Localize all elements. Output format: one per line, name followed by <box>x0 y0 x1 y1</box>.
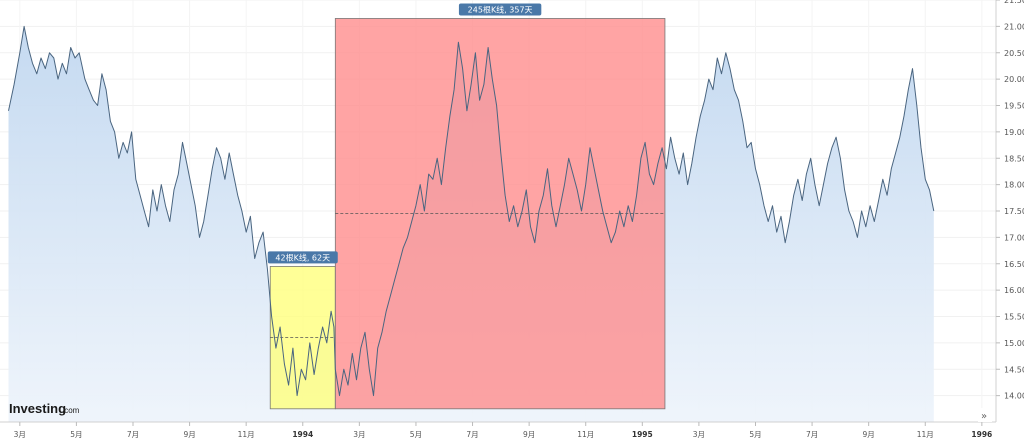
x-tick-label: 3月 <box>693 430 705 439</box>
x-tick-label: 5月 <box>410 430 422 439</box>
x-tick-label: 1995 <box>632 430 653 439</box>
y-tick-label: 17.00 <box>1004 233 1024 242</box>
x-tick-label: 7月 <box>806 430 818 439</box>
y-tick-label: 16.00 <box>1004 286 1024 295</box>
y-tick-label: 20.00 <box>1004 75 1024 84</box>
x-tick-label: 7月 <box>466 430 478 439</box>
price-line-path <box>8 25 935 397</box>
y-tick-label: 15.00 <box>1004 339 1024 348</box>
y-tick-label: 14.00 <box>1004 392 1024 401</box>
y-tick-label: 15.50 <box>1004 313 1024 322</box>
x-tick-label: 9月 <box>523 430 535 439</box>
x-tick-label: 1996 <box>971 430 992 439</box>
y-tick-label: 20.50 <box>1004 49 1024 58</box>
y-axis: 14.00 14.50 15.00 15.50 16.00 16.50 17.00 17.50… <box>995 0 1024 422</box>
logo-wordmark: Investing <box>9 401 66 416</box>
double-chevron-right-icon[interactable]: » <box>981 411 987 422</box>
range-labels: 42根K线, 62天 245根K线, 357天 <box>267 3 542 264</box>
x-tick-label: 7月 <box>127 430 139 439</box>
x-tick-label: 3月 <box>14 430 26 439</box>
y-tick-label: 18.00 <box>1004 181 1024 190</box>
y-tick-label: 16.50 <box>1004 260 1024 269</box>
range-label-badge-0 <box>267 251 338 264</box>
x-tick-label: 3月 <box>353 430 365 439</box>
investing-logo: Investing .com <box>9 401 80 416</box>
range-annotations <box>269 18 666 410</box>
y-tick-label: 19.50 <box>1004 102 1024 111</box>
x-tick-label: 11月 <box>238 430 255 439</box>
y-tick-label: 21.00 <box>1004 22 1024 31</box>
y-tick-label: 17.50 <box>1004 207 1024 216</box>
x-tick-label: 1994 <box>292 430 313 439</box>
range-label-1: 245根K线, 357天 <box>468 4 533 14</box>
x-tick-label: 11月 <box>917 430 934 439</box>
x-tick-label: 5月 <box>70 430 82 439</box>
range-label-0: 42根K线, 62天 <box>275 252 330 262</box>
x-tick-label: 9月 <box>183 430 195 439</box>
x-tick-label: 5月 <box>749 430 761 439</box>
scroll-right-button[interactable]: » <box>978 408 992 422</box>
x-axis: 3月 5月 7月 9月 11月 1994 3月 5月 7月 9月 11月 1995 3月 5月 7月 9月 11… <box>0 421 996 439</box>
y-tick-label: 14.50 <box>1004 365 1024 374</box>
range-label-badge-1 <box>458 3 542 16</box>
range-box-1[interactable] <box>334 18 666 410</box>
y-tick-label: 19.00 <box>1004 128 1024 137</box>
logo-suffix: .com <box>62 406 80 415</box>
x-tick-label: 9月 <box>863 430 875 439</box>
price-line <box>8 25 935 397</box>
y-tick-label: 21.50 <box>1004 0 1024 5</box>
x-tick-label: 11月 <box>577 430 594 439</box>
y-tick-label: 18.50 <box>1004 154 1024 163</box>
